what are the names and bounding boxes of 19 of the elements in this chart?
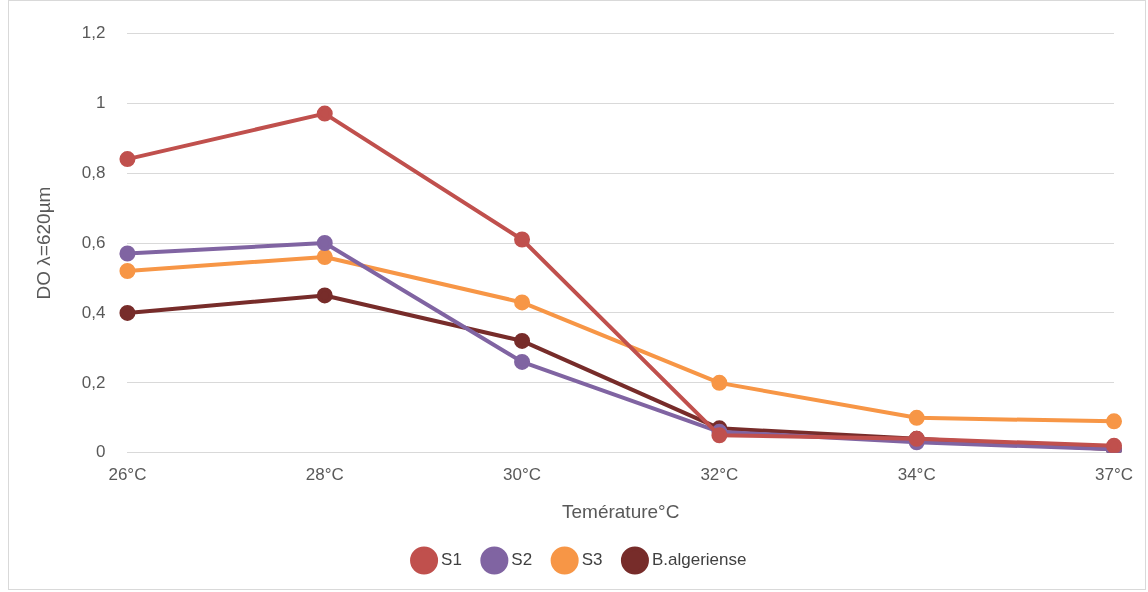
legend-label: S2: [511, 550, 533, 570]
legend-label: S3: [581, 550, 603, 570]
x-tick-label: 32°C: [700, 464, 739, 484]
y-tick-label: 0,2: [81, 372, 106, 392]
y-tick-label: 1: [95, 92, 106, 112]
y-tick-label: 0,6: [81, 232, 106, 252]
x-axis-title: Temérature°C: [562, 500, 680, 522]
legend-label: B.algeriense: [651, 550, 747, 570]
x-tick-label: 28°C: [305, 464, 344, 484]
x-tick-label: 37°C: [1095, 464, 1133, 484]
y-axis-title: DO λ=620µm: [32, 186, 54, 300]
legend-label: S1: [441, 550, 462, 570]
x-tick-label: 30°C: [503, 464, 542, 484]
y-tick-label: 0,8: [81, 162, 106, 182]
x-tick-label: 34°C: [897, 464, 936, 484]
x-tick-label: 26°C: [108, 464, 147, 484]
y-tick-label: 1,2: [81, 22, 106, 42]
y-tick-label: 0: [95, 442, 106, 462]
y-tick-label: 0,4: [81, 302, 106, 322]
